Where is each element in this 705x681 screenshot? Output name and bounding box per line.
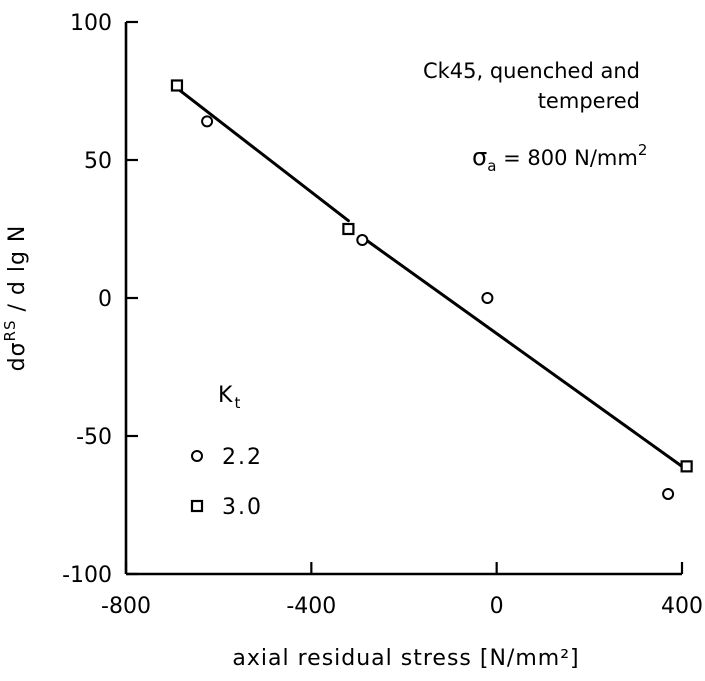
fit-line-segment <box>175 86 350 223</box>
data-point-square <box>342 222 355 236</box>
y-tick-label: -100 <box>62 563 112 588</box>
legend: Kt 2.2 3.0 <box>190 383 263 520</box>
stress-symbol: σ <box>472 143 487 171</box>
stress-sup: 2 <box>638 141 648 159</box>
legend-square-marker <box>190 499 204 513</box>
x-tick-label: -800 <box>101 594 151 619</box>
annotation-stress: σa = 800 N/mm2 <box>472 141 647 175</box>
legend-label-2-2: 2.2 <box>222 445 263 470</box>
y-axis-label-rest: / d lg N <box>5 225 30 320</box>
data-point-square <box>680 460 693 473</box>
x-axis-label: axial residual stress [N/mm²] <box>232 646 579 671</box>
stress-value: = 800 N/mm <box>496 146 637 170</box>
x-tick-label: -400 <box>286 594 336 619</box>
x-tick-label: 400 <box>661 594 703 619</box>
legend-title-sub: t <box>234 394 242 412</box>
annotation-line1: Ck45, quenched and <box>423 59 640 83</box>
y-tick-label: 100 <box>70 11 112 36</box>
y-axis-label: dσRS / d lg N <box>1 225 30 372</box>
y-tick-label: 0 <box>98 287 112 312</box>
y-axis-label-sup: RS <box>1 320 19 342</box>
y-tick-label: 50 <box>84 149 112 174</box>
legend-title-main: K <box>218 383 234 408</box>
stress-sub: a <box>487 157 496 175</box>
fit-line-group <box>175 86 684 468</box>
fit-line-segment <box>360 235 684 468</box>
y-tick-label: -50 <box>76 425 112 450</box>
legend-circle-marker <box>191 450 203 462</box>
data-points <box>170 79 693 500</box>
tick-labels: 100 50 0 -50 -100 -800 -400 0 400 <box>62 11 703 619</box>
data-point-circle <box>662 487 675 500</box>
data-point-circle <box>481 292 494 304</box>
x-tick-label: 0 <box>490 594 504 619</box>
data-point-circle <box>356 234 369 247</box>
axis-ticks <box>124 20 684 576</box>
data-point-circle <box>201 115 214 128</box>
data-point-square <box>170 79 184 92</box>
annotation-line2: tempered <box>538 89 640 113</box>
legend-label-3-0: 3.0 <box>222 495 263 520</box>
legend-title: Kt <box>218 383 242 412</box>
y-axis-label-main: dσ <box>5 341 30 371</box>
